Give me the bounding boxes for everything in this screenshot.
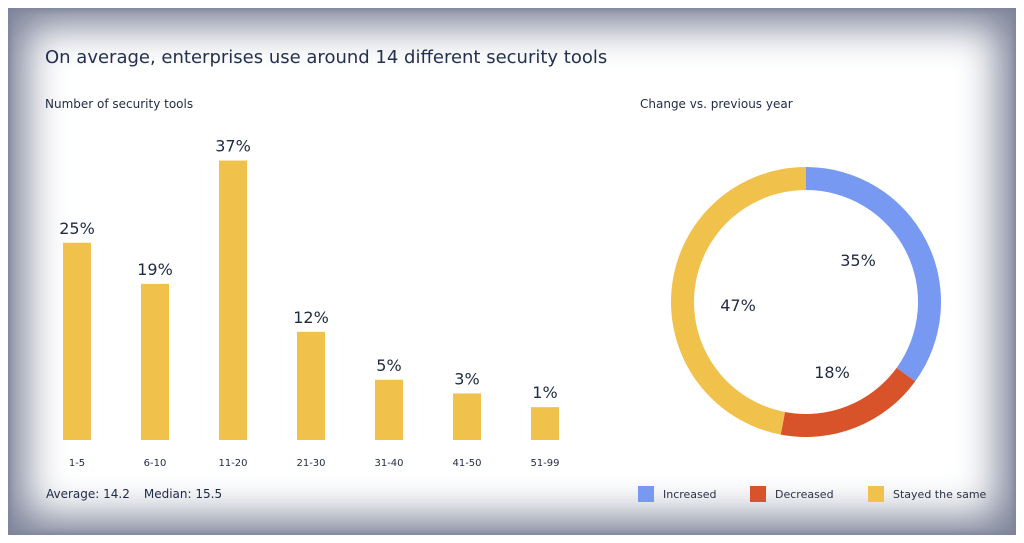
legend-item-increased: Increased (638, 486, 717, 502)
legend-swatch (750, 486, 766, 502)
x-tick-label: 21-30 (296, 458, 325, 469)
x-tick-label: 51-99 (530, 458, 559, 469)
donut-slice (806, 167, 941, 382)
bar-data-label: 19% (137, 260, 173, 279)
bar-data-label: 5% (376, 356, 401, 375)
bar (531, 407, 559, 440)
x-tick-label: 6-10 (144, 458, 167, 469)
legend-label: Decreased (775, 487, 834, 501)
slice-data-label: 35% (840, 251, 876, 270)
bar-data-label: 3% (454, 369, 479, 388)
x-tick-label: 41-50 (452, 458, 481, 469)
bar (453, 393, 481, 440)
bar-data-label: 12% (293, 308, 329, 327)
summary-stats: Average: 14.2 Median: 15.5 (46, 487, 236, 501)
bar-data-label: 37% (215, 137, 251, 156)
slice-data-label: 47% (720, 296, 756, 315)
bar (297, 331, 325, 440)
median-stat: Median: 15.5 (143, 487, 223, 501)
donut-slice (671, 167, 806, 435)
donut-slice (780, 367, 916, 437)
chart-card (8, 8, 1016, 535)
x-tick-label: 1-5 (69, 458, 85, 469)
bar (375, 379, 403, 440)
legend-item-decreased: Decreased (750, 486, 834, 502)
x-tick-label: 11-20 (218, 458, 247, 469)
legend-label: Stayed the same (893, 487, 987, 501)
bar (63, 242, 91, 440)
legend-swatch (638, 486, 654, 502)
average-stat: Average: 14.2 (46, 487, 130, 501)
legend-item-stayed-the-same: Stayed the same (868, 486, 986, 502)
bar (141, 283, 169, 440)
bar-data-label: 25% (59, 219, 95, 238)
slice-data-label: 18% (814, 363, 850, 382)
chart-title: On average, enterprises use around 14 di… (45, 47, 608, 68)
bar-chart-subtitle: Number of security tools (45, 97, 194, 111)
bar (219, 160, 247, 441)
legend-label: Increased (663, 487, 717, 501)
donut-chart-subtitle: Change vs. previous year (640, 97, 793, 111)
legend-swatch (868, 486, 884, 502)
bar-data-label: 1% (532, 383, 557, 402)
x-tick-label: 31-40 (374, 458, 403, 469)
